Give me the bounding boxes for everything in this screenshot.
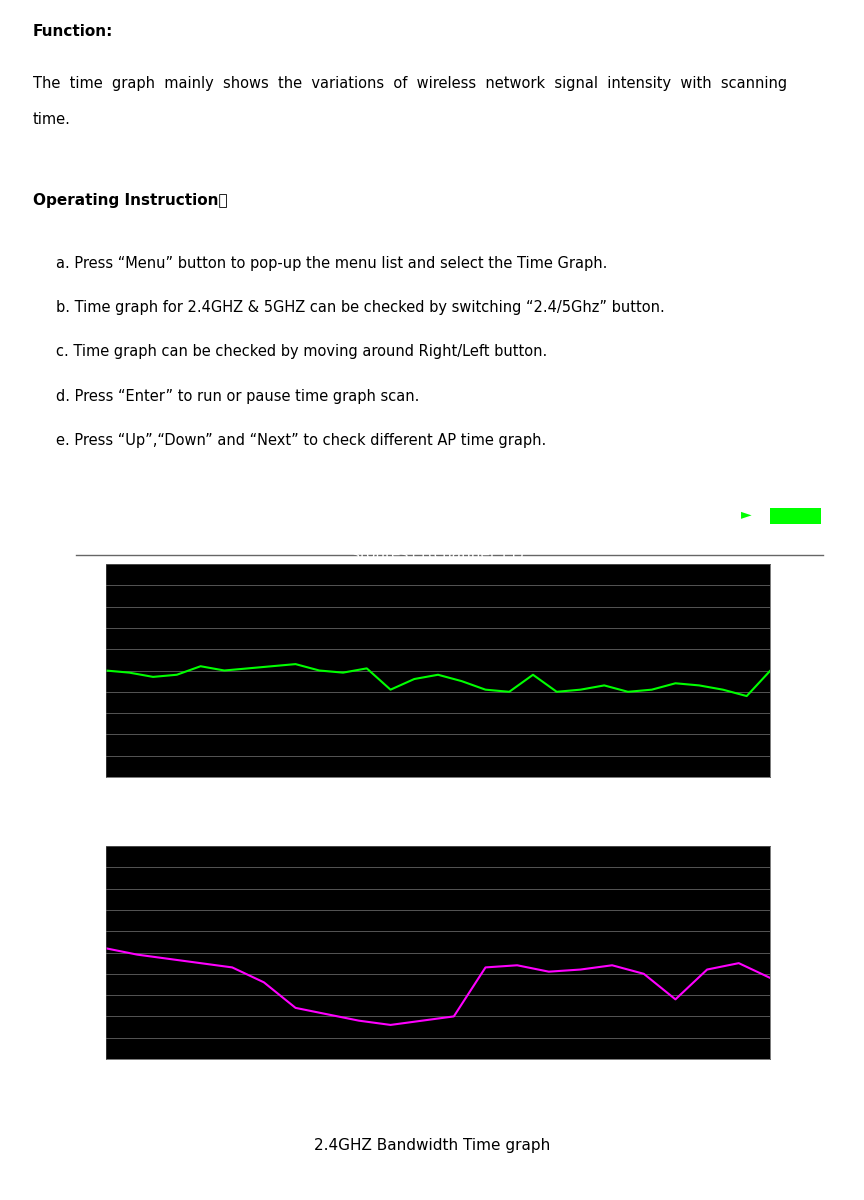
Text: 5G Hz: 5G Hz — [359, 530, 410, 550]
Text: 2.4GHZ Bandwidth Time graph: 2.4GHZ Bandwidth Time graph — [314, 1138, 550, 1152]
Text: e. Press “Up”,“Down” and “Next” to check different AP time graph.: e. Press “Up”,“Down” and “Next” to check… — [56, 433, 546, 449]
Title: stontes11(channel 11): stontes11(channel 11) — [352, 546, 524, 562]
Text: Function:: Function: — [33, 24, 113, 38]
Bar — [770, 509, 821, 523]
Text: 2.4G Hz: 2.4G Hz — [468, 530, 542, 550]
Bar — [824, 511, 830, 521]
Text: Time graph: Time graph — [92, 530, 198, 550]
Text: c. Time graph can be checked by moving around Right/Left button.: c. Time graph can be checked by moving a… — [56, 344, 548, 360]
Text: a. Press “Menu” button to pop-up the menu list and select the Time Graph.: a. Press “Menu” button to pop-up the men… — [56, 256, 607, 271]
Bar — [768, 506, 824, 526]
Text: Operating Instruction：: Operating Instruction： — [33, 193, 227, 209]
Text: ►: ► — [740, 506, 752, 521]
Text: The  time  graph  mainly  shows  the  variations  of  wireless  network  signal : The time graph mainly shows the variatio… — [33, 76, 787, 91]
Text: d. Press “Enter” to run or pause time graph scan.: d. Press “Enter” to run or pause time gr… — [56, 389, 420, 403]
Text: time.: time. — [33, 112, 71, 127]
Text: b. Time graph for 2.4GHZ & 5GHZ can be checked by switching “2.4/5Ghz” button.: b. Time graph for 2.4GHZ & 5GHZ can be c… — [56, 300, 665, 316]
Title: link895(channel 13): link895(channel 13) — [362, 828, 514, 844]
